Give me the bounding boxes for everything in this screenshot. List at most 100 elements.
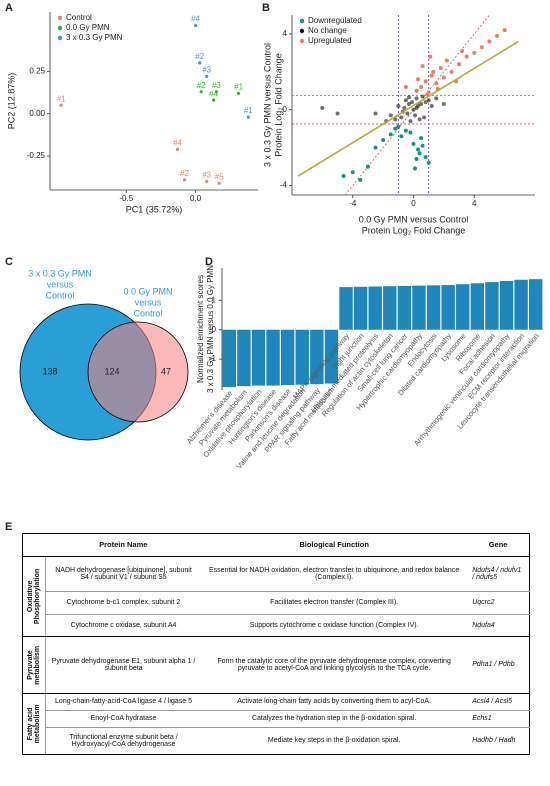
venn-circle [87,321,189,423]
data-point [402,105,407,110]
x-tick-label: 0.0 [190,194,202,203]
x-axis-label: Protein Log₂ Fold Change [362,225,466,235]
legend-label: Upregulated [308,36,352,45]
venn-set-label: 0.0 Gy PMN [123,286,172,296]
table-cell: Enoyl-CoA hydratase [45,710,202,728]
legend-marker [299,28,305,34]
data-point [414,96,419,101]
legend-marker [57,25,63,31]
table-cell: NADH dehydrogenase [ubiquinone], subunit… [45,556,202,593]
table-cell: Cytochrome c oxidase, subunit A4 [45,614,202,637]
data-point [205,179,209,184]
x-tick-label: -4 [349,199,357,208]
x-tick-label: -0.5 [119,194,133,203]
data-point [460,49,465,53]
point-label: #2 [197,81,206,90]
legend-label: Downregulated [308,16,362,25]
header-cell: Gene [467,533,530,557]
bar [528,279,543,330]
data-point [403,85,408,89]
header-cell: Biological Function [201,533,468,557]
data-point [413,113,418,118]
data-point [414,157,419,161]
table-cell: Long-chain-fatty-acid-CoA ligase 4 / lig… [45,693,202,711]
table-cell: Echs1 [467,710,530,728]
bar [266,329,280,386]
data-point [416,77,421,82]
data-point [341,174,346,179]
data-point [417,117,422,122]
data-point [246,115,250,119]
data-point [399,134,404,139]
bar [412,285,426,330]
data-point [335,111,340,116]
data-point [414,105,419,110]
data-point [426,98,431,103]
y-tick-label: 0.25 [29,66,45,75]
data-point [426,160,431,165]
data-point [403,128,408,133]
table-cell: Supports cytochrome c oxidase function (… [201,614,468,637]
data-point [434,96,439,101]
data-point [393,126,398,131]
group-cell: Oxidative Phosphorylation [22,556,46,637]
data-point [428,54,433,59]
point-label: #2 [195,52,204,61]
data-point [214,90,218,94]
table-cell: Essential for NADH oxidation, electron t… [201,556,468,593]
data-point [413,166,418,171]
data-point [358,177,363,182]
data-point [420,94,425,99]
table-row: Oxidative Phosphorylation NADH dehydrogen… [22,556,530,637]
data-point [320,105,325,110]
venn-set-label: versus [135,297,162,307]
table-cell: Pdha1 / Pdhb [467,636,530,694]
bar [251,329,266,386]
data-point [423,155,428,160]
legend-marker [299,18,305,24]
y-tick-label: -0.25 [27,151,46,160]
data-point [419,102,424,107]
data-point [479,45,484,50]
point-label: #1 [57,94,66,103]
bar [368,286,382,330]
group-label: Oxidative Phosphorylation [27,568,41,624]
data-point [419,136,424,141]
data-point [429,103,434,108]
y-axis-label: PC2 (12.87%) [6,73,16,130]
data-point [441,102,446,107]
y-tick-label: -4 [280,181,288,190]
point-label: #4 [191,15,200,24]
y-axis-label: Protein Log₂ Fold Change [273,53,283,157]
header-cell [22,533,46,557]
point-label: #3 [202,171,211,180]
legend-label: 3 x 0.3 Gy PMN [66,33,123,42]
venn-set-label: 3 x 0.3 Gy PMN [28,268,92,278]
table-row: Cytochrome c oxidase, subunit A4 Supports… [23,614,530,637]
y-tick-label: 0 [283,105,288,114]
legend-marker [57,35,63,41]
table-cell: Catalyzes the hydration step in the β-ox… [201,710,468,728]
data-point [59,103,63,107]
bar [485,282,499,330]
bar [456,284,470,330]
point-label: #4 [173,138,182,147]
page: {"panel_labels": ["A", "B", "C", "D", "E… [5,1,543,756]
x-tick-label: 4 [472,199,477,208]
data-point [409,100,414,105]
bar [383,286,397,330]
bar [499,280,514,330]
data-point [365,164,370,169]
data-point [373,111,378,116]
table-cell: Hadhb / Hadh [467,727,530,756]
table-cell: Mediate key steps in the β-oxidation spi… [201,727,468,756]
bar [441,285,455,330]
identity-line [344,14,490,196]
data-point [423,100,428,105]
data-point [198,61,202,65]
bar [324,329,339,384]
data-point [217,181,221,185]
table-row: Trifunctional enzyme subunit beta / Hydr… [23,727,530,756]
data-point [194,23,198,28]
venn-set-label: Control [133,308,162,318]
